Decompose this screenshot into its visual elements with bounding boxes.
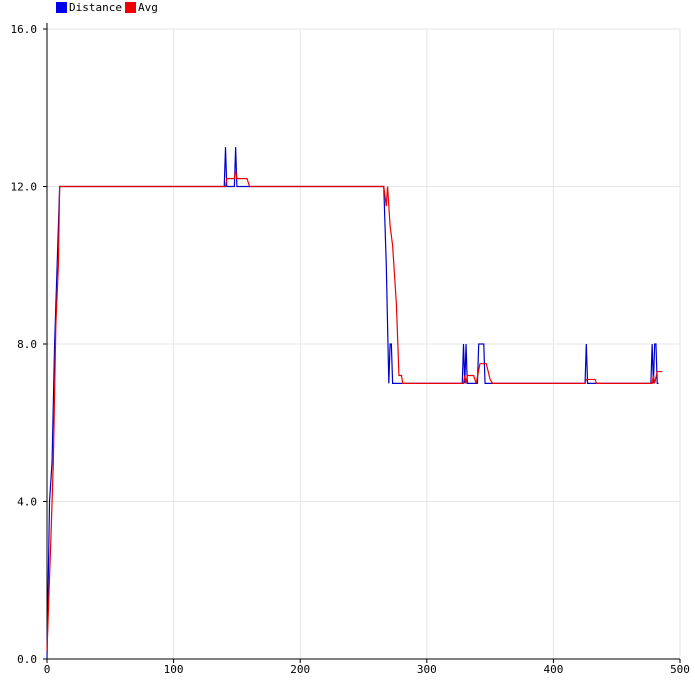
x-tick-label: 500 bbox=[670, 663, 690, 676]
y-tick-label: 12.0 bbox=[11, 181, 38, 194]
legend-swatch-avg bbox=[124, 1, 136, 13]
legend-label-distance: Distance bbox=[69, 0, 122, 14]
legend-swatch-distance bbox=[56, 1, 67, 13]
x-tick-label: 400 bbox=[543, 663, 563, 676]
x-tick-label: 200 bbox=[290, 663, 310, 676]
legend-item-distance: Distance bbox=[56, 1, 122, 14]
legend-item-avg: Avg bbox=[124, 0, 158, 14]
y-tick-label: 16.0 bbox=[11, 23, 38, 36]
series-line-avg bbox=[46, 170, 663, 652]
y-tick-label: 8.0 bbox=[17, 338, 37, 351]
legend: Distance Avg bbox=[56, 0, 161, 14]
x-tick-label: 0 bbox=[44, 663, 51, 676]
y-tick-label: 0.0 bbox=[17, 653, 37, 666]
x-tick-label: 100 bbox=[164, 663, 184, 676]
y-tick-label: 4.0 bbox=[17, 496, 37, 509]
legend-label-avg: Avg bbox=[137, 0, 158, 14]
x-tick-label: 300 bbox=[417, 663, 437, 676]
series-line-distance bbox=[46, 147, 659, 660]
